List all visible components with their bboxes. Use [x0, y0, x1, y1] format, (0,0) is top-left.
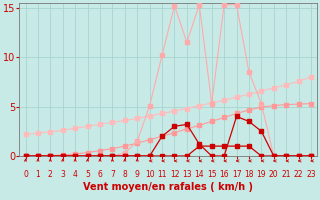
- X-axis label: Vent moyen/en rafales ( km/h ): Vent moyen/en rafales ( km/h ): [83, 182, 253, 192]
